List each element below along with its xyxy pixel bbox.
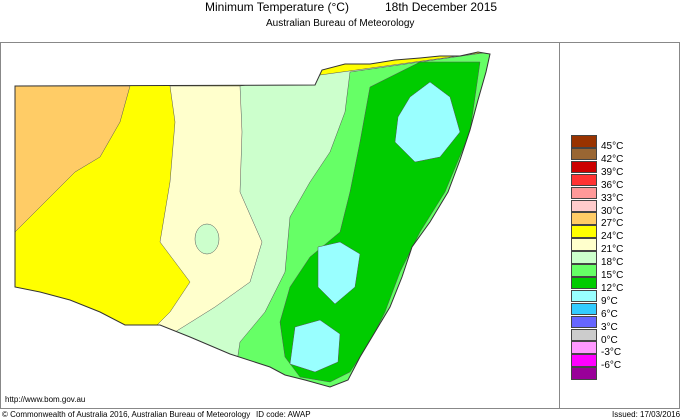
zone-cyan-south	[289, 319, 341, 373]
temperature-map	[14, 51, 491, 388]
legend-swatch	[571, 251, 597, 264]
map-title: Minimum Temperature (°C)	[205, 0, 349, 14]
legend-label: -3°C	[601, 347, 622, 359]
legend-label: 18°C	[601, 257, 624, 269]
legend-swatch	[571, 173, 597, 187]
legend-label: 30°C	[601, 205, 624, 217]
map-subtitle: Australian Bureau of Meteorology	[266, 18, 415, 29]
map-date: 18th December 2015	[385, 0, 498, 14]
legend-swatch	[571, 315, 597, 329]
legend-label: 9°C	[601, 295, 618, 307]
legend-swatch	[571, 238, 597, 251]
legend-label: 42°C	[601, 153, 624, 165]
legend-label: 3°C	[601, 321, 618, 333]
legend-swatch	[571, 160, 597, 174]
legend-label: 45°C	[601, 141, 624, 152]
zone-cyan-north	[394, 81, 461, 163]
legend-label: 21°C	[601, 244, 624, 256]
legend-swatch	[571, 212, 597, 225]
legend-label: 24°C	[601, 231, 624, 243]
source-url[interactable]: http://www.bom.gov.au	[5, 395, 86, 404]
legend-label: 0°C	[601, 334, 618, 346]
legend-swatch	[571, 328, 597, 342]
legend-label: 39°C	[601, 166, 624, 178]
legend-label: 33°C	[601, 192, 624, 204]
legend-swatch	[571, 341, 597, 354]
legend-divider	[559, 42, 560, 408]
legend-swatch	[571, 199, 597, 213]
legend-swatch	[571, 135, 597, 148]
legend-swatch	[571, 225, 597, 238]
legend-swatch	[571, 354, 597, 367]
legend-swatch	[571, 276, 597, 290]
legend-swatch	[571, 367, 597, 380]
id-code: ID code: AWAP	[256, 410, 311, 419]
legend-label: 15°C	[601, 270, 624, 281]
legend-label: 6°C	[601, 308, 618, 320]
zone-cyan-central	[317, 241, 361, 305]
legend-label: -6°C	[601, 360, 622, 372]
legend-swatch	[571, 302, 597, 316]
issued-date: Issued: 17/03/2016	[612, 410, 680, 419]
zone-light-green-island	[194, 223, 220, 255]
legend-swatch	[571, 147, 597, 161]
legend-label: 12°C	[601, 282, 624, 294]
copyright: © Commonwealth of Australia 2016, Austra…	[2, 410, 251, 419]
legend-swatch	[571, 186, 597, 200]
legend-swatch	[571, 264, 597, 277]
zone-orange	[15, 85, 131, 233]
legend-label: 36°C	[601, 179, 624, 191]
legend-label: 27°C	[601, 218, 624, 230]
legend-swatch	[571, 289, 597, 303]
